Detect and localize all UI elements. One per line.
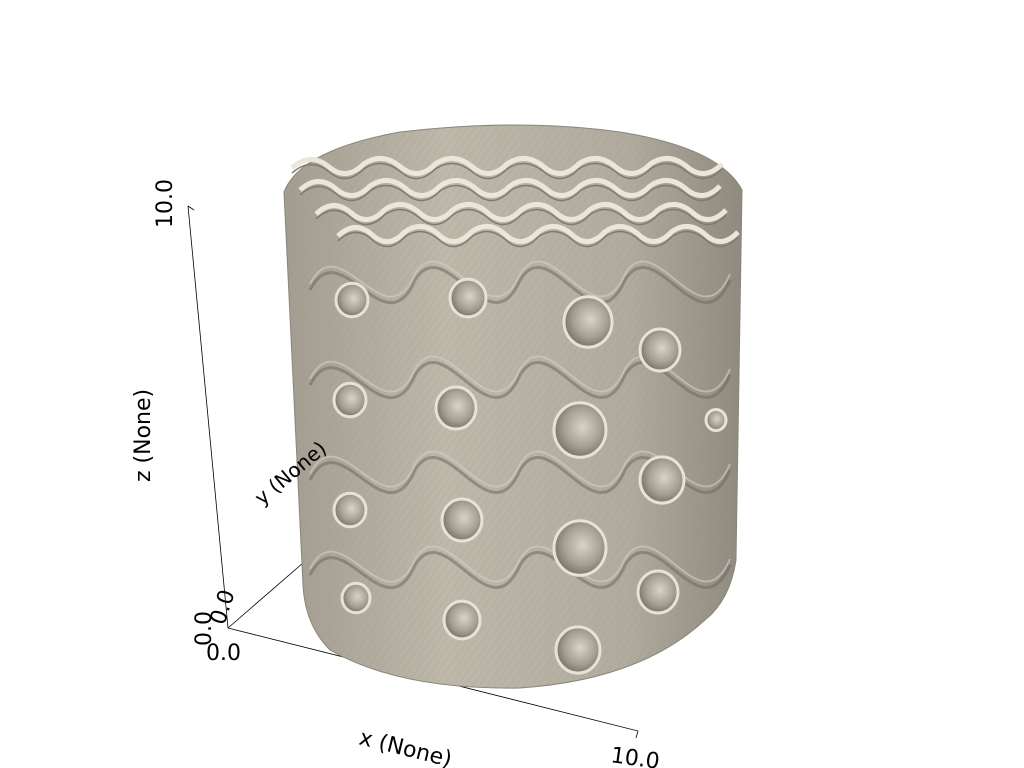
top-ridge xyxy=(314,202,728,222)
top-ridges xyxy=(290,156,740,248)
top-ridge xyxy=(290,156,724,176)
side-wave-highlight xyxy=(309,545,731,583)
surface-hole xyxy=(332,491,368,529)
surface-hole xyxy=(434,385,478,431)
surface-hole xyxy=(440,497,484,543)
top-ridge xyxy=(298,178,722,198)
surface-hole xyxy=(636,569,680,615)
surface-hole xyxy=(442,599,482,641)
surface-hole xyxy=(554,625,602,675)
x-axis-title: x (None) xyxy=(357,726,455,768)
top-ridge-shadow xyxy=(315,208,727,226)
gyroid-cylinder[interactable] xyxy=(283,124,743,689)
surface-hole xyxy=(340,581,372,615)
surface-holes xyxy=(332,277,728,675)
surface-hole xyxy=(334,281,370,319)
surface-hole xyxy=(332,381,368,419)
top-ridge-shadow xyxy=(291,162,723,180)
top-ridge-shadow xyxy=(337,230,739,248)
surface-hole xyxy=(448,277,488,319)
z-axis-title: z (None) xyxy=(131,389,156,482)
side-wave-highlight xyxy=(309,260,731,298)
x-axis-min-label: 0.0 xyxy=(206,641,241,666)
cylinder-texture xyxy=(284,125,742,689)
surface-hole xyxy=(552,519,608,577)
z-axis-tick xyxy=(187,205,195,211)
surface-hole xyxy=(638,455,686,505)
surface-hole xyxy=(638,327,682,373)
z-axis-min-label: 0.0 xyxy=(192,611,217,646)
x-axis-tick xyxy=(635,730,639,739)
z-axis-line xyxy=(187,205,229,629)
x-axis-max-label: 10.0 xyxy=(609,743,661,768)
surface-hole xyxy=(704,408,728,432)
surface-hole xyxy=(552,401,608,459)
z-axis-max-label: 10.0 xyxy=(153,179,178,228)
top-ridge-shadow xyxy=(299,184,721,202)
side-wave xyxy=(308,265,732,305)
surface-hole xyxy=(562,295,614,349)
side-wave xyxy=(308,550,732,590)
top-ridge xyxy=(336,224,740,244)
